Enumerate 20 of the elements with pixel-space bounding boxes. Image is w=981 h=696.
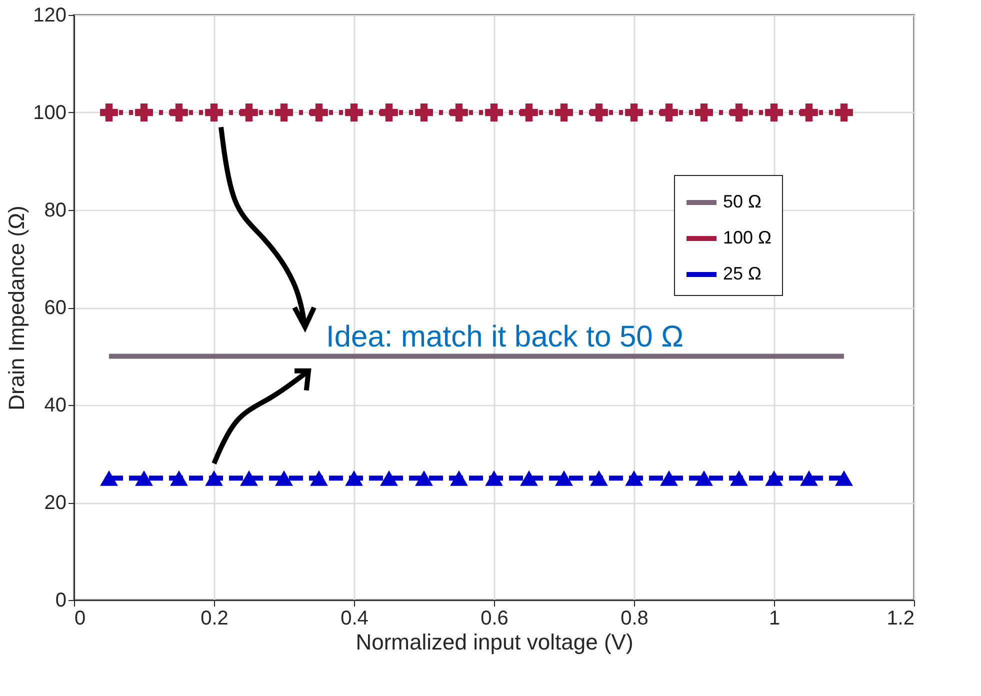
x-tick-label: 1 — [768, 608, 780, 630]
y-axis-title: Drain Impedance (Ω) — [4, 206, 30, 410]
y-tick-label: 20 — [44, 492, 66, 514]
annotation: Idea: match it back to 50 Ω — [326, 320, 684, 354]
y-tick-label: 80 — [44, 200, 66, 222]
y-tick-label: 0 — [55, 590, 66, 612]
legend-label: 25 Ω — [723, 264, 762, 284]
y-tick-label: 120 — [33, 4, 66, 26]
legend-label: 50 Ω — [723, 192, 762, 212]
x-tick-label: 0.6 — [480, 608, 508, 630]
x-tick-label: 0.4 — [340, 608, 368, 630]
x-tick-label: 0 — [74, 608, 86, 630]
y-tick-label: 40 — [44, 394, 66, 416]
y-tick-label: 100 — [33, 102, 66, 124]
x-tick-label: 0.2 — [200, 608, 228, 630]
y-tick-label: 60 — [44, 297, 66, 319]
legend-label: 100 Ω — [723, 228, 772, 248]
x-tick-label: 1.2 — [886, 608, 914, 630]
x-axis-title: Normalized input voltage (V) — [356, 630, 634, 654]
x-tick-label: 0.8 — [620, 608, 648, 630]
